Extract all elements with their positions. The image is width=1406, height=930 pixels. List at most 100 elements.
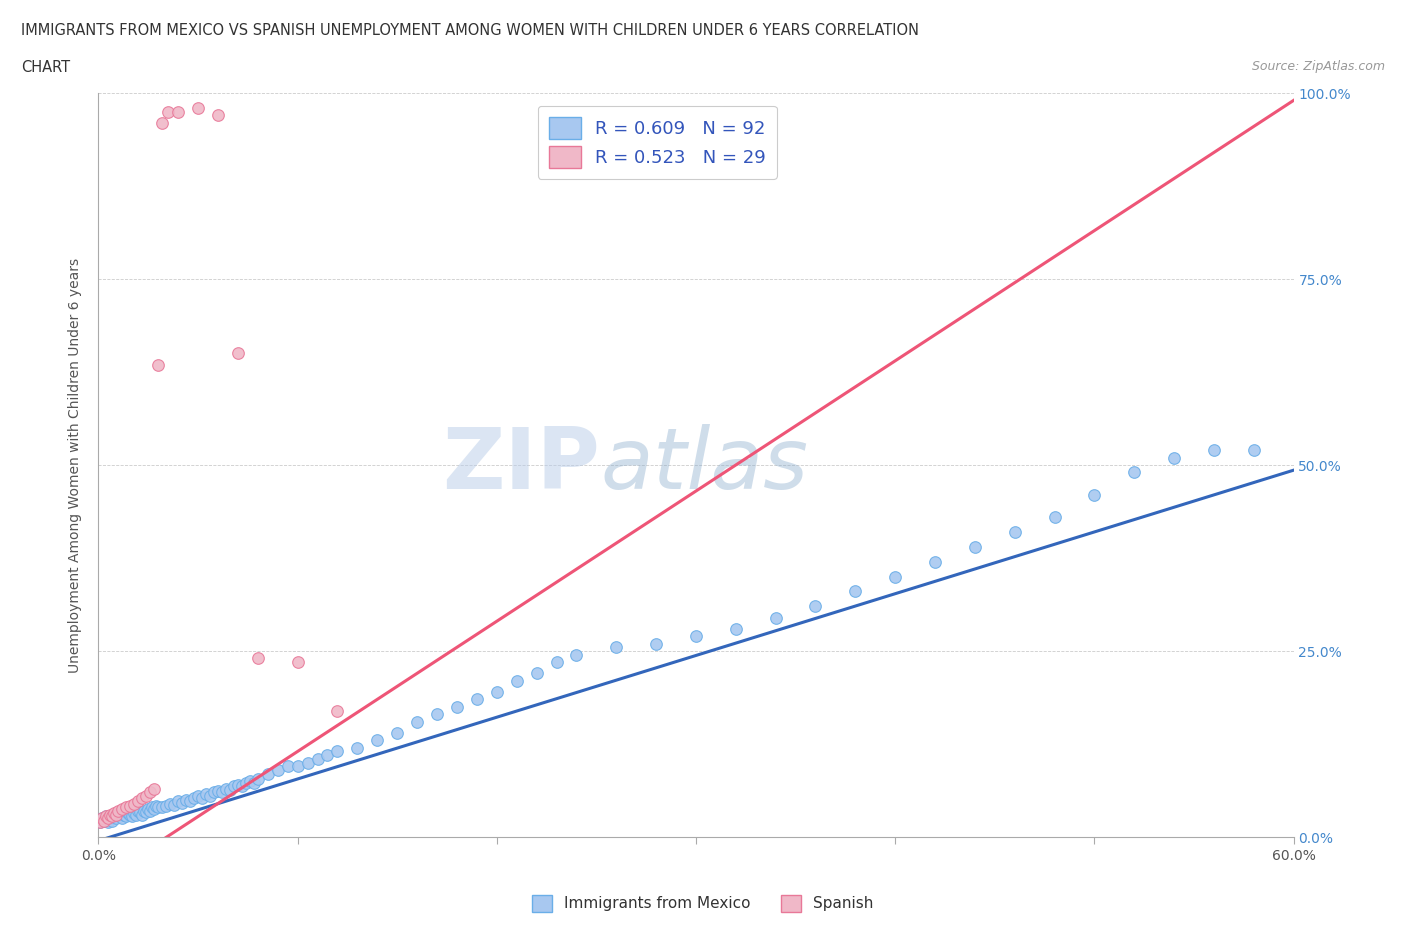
Point (246, 651, 269, 666)
Point (187, 100, 209, 115)
Point (127, 794, 149, 809)
Point (93, 813, 115, 828)
Point (1123, 465, 1146, 480)
Point (93, 813, 115, 828)
Text: IMMIGRANTS FROM MEXICO VS SPANISH UNEMPLOYMENT AMONG WOMEN WITH CHILDREN UNDER 6: IMMIGRANTS FROM MEXICO VS SPANISH UNEMPL… (21, 23, 920, 38)
Point (195, 787, 218, 802)
Point (157, 104, 180, 119)
Point (198, 789, 221, 804)
Point (111, 811, 134, 826)
Point (148, 800, 170, 815)
Point (884, 569, 907, 584)
Point (159, 796, 181, 811)
Point (924, 554, 946, 569)
Point (406, 714, 429, 729)
Point (91, 811, 114, 826)
Point (148, 357, 170, 372)
Point (96, 809, 118, 824)
Point (804, 599, 827, 614)
Y-axis label: Unemployment Among Women with Children Under 6 years: Unemployment Among Women with Children U… (69, 258, 83, 672)
Point (89, 815, 111, 830)
Point (191, 790, 214, 805)
Point (231, 779, 253, 794)
Point (645, 636, 668, 651)
Point (141, 800, 163, 815)
Point (91, 811, 114, 826)
Point (115, 809, 138, 824)
Point (307, 751, 329, 766)
Point (100, 811, 122, 826)
Point (139, 804, 162, 818)
Point (243, 776, 266, 790)
Point (765, 610, 787, 625)
Point (134, 804, 156, 818)
Point (235, 776, 257, 790)
Point (115, 800, 138, 815)
Point (167, 794, 190, 809)
Point (117, 805, 139, 820)
Point (246, 772, 269, 787)
Point (97, 811, 120, 826)
Point (163, 798, 186, 813)
Point (89, 815, 111, 830)
Point (105, 807, 128, 822)
Point (565, 647, 588, 662)
Point (110, 809, 132, 824)
Point (485, 684, 508, 699)
Point (143, 802, 166, 817)
Point (526, 666, 548, 681)
Point (187, 789, 209, 804)
Point (131, 807, 153, 822)
Point (125, 807, 148, 822)
Point (107, 807, 129, 822)
Point (183, 790, 205, 805)
Point (326, 703, 349, 718)
Point (316, 748, 339, 763)
Point (100, 807, 122, 822)
Point (685, 629, 707, 644)
Point (135, 789, 157, 804)
Point (226, 777, 249, 792)
Point (150, 115, 173, 130)
Point (145, 798, 167, 813)
Point (215, 781, 238, 796)
Point (127, 804, 149, 818)
Point (179, 794, 201, 809)
Point (139, 785, 162, 800)
Point (605, 640, 627, 655)
Point (111, 802, 134, 817)
Point (256, 766, 278, 781)
Point (211, 785, 233, 800)
Point (1163, 450, 1185, 465)
Point (207, 108, 229, 123)
Point (207, 783, 229, 798)
Point (202, 785, 225, 800)
Point (101, 813, 124, 828)
Point (297, 755, 319, 770)
Point (172, 795, 194, 810)
Point (124, 796, 146, 811)
Text: ZIP: ZIP (443, 423, 600, 507)
Point (546, 655, 568, 670)
Point (465, 692, 488, 707)
Point (105, 811, 128, 826)
Point (446, 699, 468, 714)
Legend: Immigrants from Mexico, Spanish: Immigrants from Mexico, Spanish (526, 889, 880, 918)
Point (287, 655, 309, 670)
Point (174, 792, 197, 807)
Point (844, 584, 866, 599)
Point (101, 809, 124, 824)
Point (120, 798, 142, 813)
Point (366, 733, 388, 748)
Point (120, 807, 142, 822)
Point (155, 798, 177, 813)
Point (103, 805, 125, 820)
Point (724, 621, 747, 636)
Point (219, 783, 242, 798)
Point (963, 539, 986, 554)
Point (103, 809, 125, 824)
Text: CHART: CHART (21, 60, 70, 75)
Point (222, 779, 245, 794)
Point (267, 763, 290, 777)
Point (277, 759, 299, 774)
